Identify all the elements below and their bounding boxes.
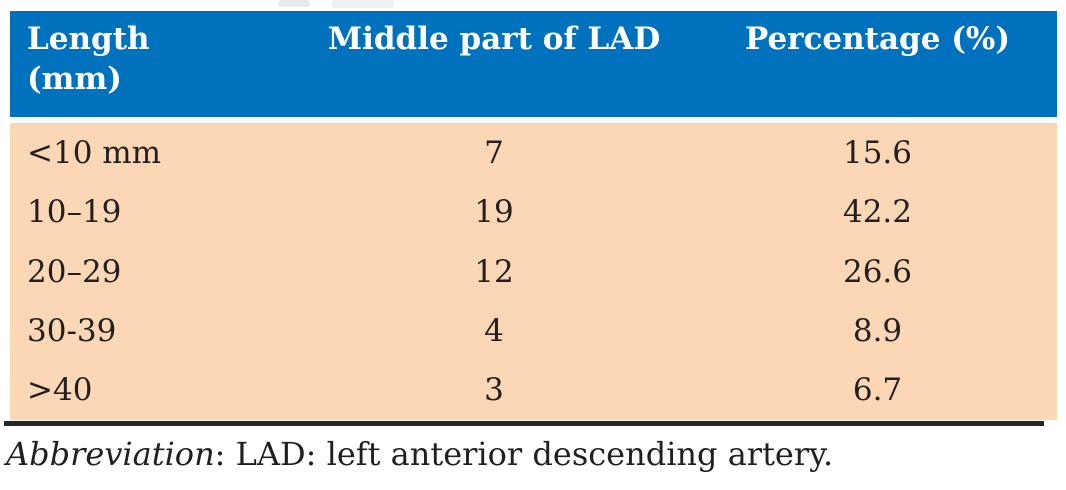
cell-middle-lad: 4: [484, 312, 504, 349]
cell-middle-lad: 19: [474, 194, 514, 231]
crop-artifact: [278, 0, 310, 7]
cell-percentage: 15.6: [842, 134, 913, 171]
table-footnote: Abbreviation: LAD: left anterior descend…: [6, 434, 1056, 474]
table-header-row: Length (mm) Middle part of LAD Percentag…: [10, 11, 1057, 117]
table-row: <10 mm 7 15.6: [10, 123, 1057, 182]
bottom-rule: [4, 421, 1044, 426]
cell-length: 10–19: [27, 194, 122, 231]
header-length-mm: Length (mm): [10, 19, 290, 99]
header-length-line1: Length: [27, 21, 150, 57]
table-row: 20–29 12 26.6: [10, 242, 1057, 301]
header-percentage: Percentage (%): [744, 21, 1011, 57]
cell-middle-lad: 12: [474, 253, 514, 290]
header-length-line2: (mm): [27, 61, 122, 97]
cell-length: 20–29: [27, 253, 122, 290]
header-middle-part-of-lad: Middle part of LAD: [327, 21, 661, 57]
cell-percentage: 26.6: [842, 253, 913, 290]
footnote-abbreviation-label: Abbreviation: [6, 435, 215, 473]
cell-length: 30-39: [27, 312, 117, 349]
table-row: >40 3 6.7: [10, 361, 1057, 420]
table-row: 30-39 4 8.9: [10, 301, 1057, 360]
cell-percentage: 8.9: [852, 312, 903, 349]
cell-middle-lad: 7: [484, 134, 504, 171]
cell-length: <10 mm: [27, 134, 162, 171]
cell-percentage: 6.7: [852, 372, 903, 409]
table-row: 10–19 19 42.2: [10, 182, 1057, 241]
cell-length: >40: [27, 372, 93, 409]
table-body: <10 mm 7 15.6 10–19 19 42.2 20–29 12 26.…: [10, 123, 1057, 420]
crop-artifact: [332, 0, 394, 8]
cell-percentage: 42.2: [842, 194, 913, 231]
cell-middle-lad: 3: [484, 372, 504, 409]
footnote-text: : LAD: left anterior descending artery.: [214, 435, 834, 473]
